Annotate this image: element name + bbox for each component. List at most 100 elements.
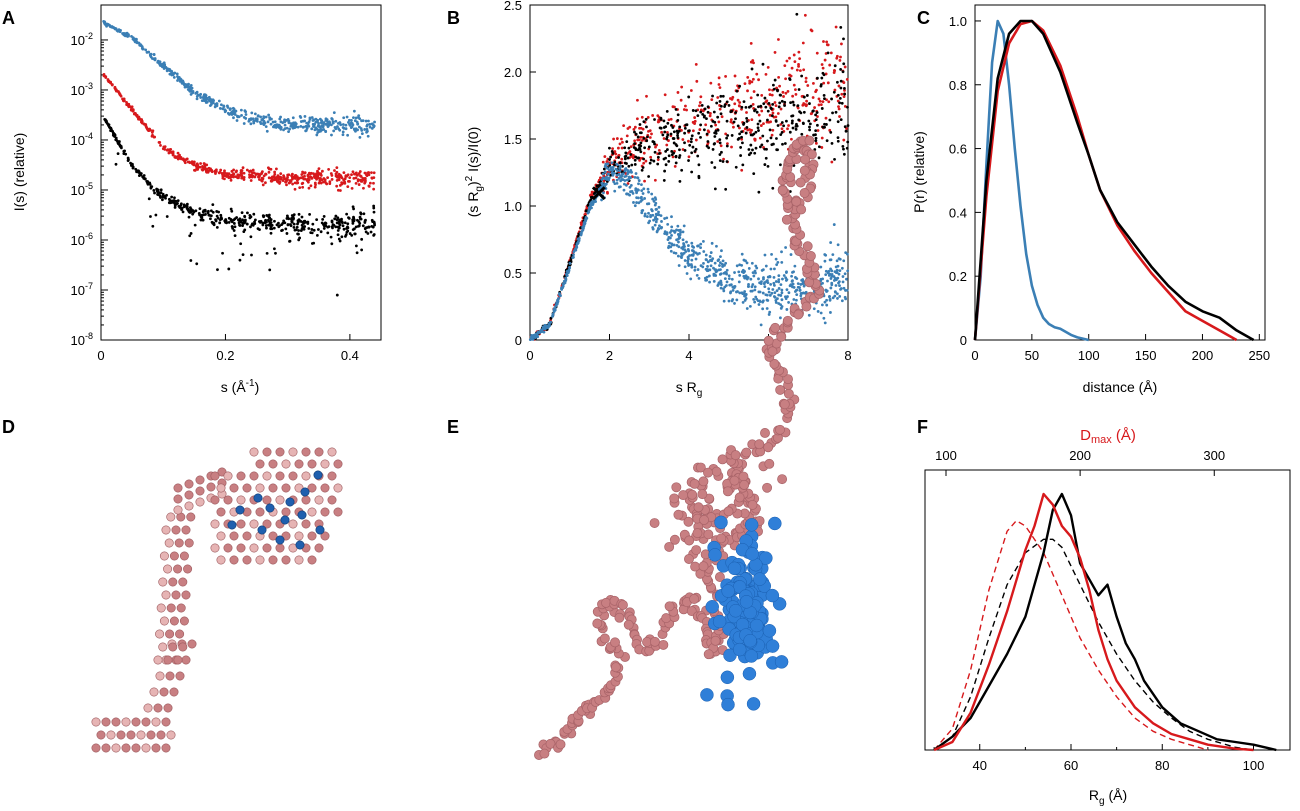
data-point-red — [822, 81, 826, 85]
data-point-blue — [194, 91, 198, 95]
data-point-red — [837, 84, 841, 88]
data-point-red — [821, 66, 825, 70]
data-point-black — [584, 209, 588, 213]
data-point-red — [140, 119, 144, 123]
data-point-red — [842, 95, 846, 99]
data-point-black — [778, 93, 782, 97]
data-point-blue — [690, 241, 694, 245]
data-point-red — [362, 186, 365, 190]
folded-domain-surface — [739, 595, 754, 609]
data-point-blue — [746, 285, 750, 288]
data-point-red — [319, 177, 322, 180]
chain-bead — [649, 518, 660, 528]
data-point-blue — [195, 97, 199, 101]
data-point-red — [826, 81, 830, 85]
data-point-black — [257, 220, 261, 223]
data-point-black — [713, 187, 717, 191]
data-point-blue — [821, 277, 824, 281]
data-point-black — [701, 112, 705, 116]
data-point-red — [620, 157, 624, 161]
data-point-red — [830, 160, 834, 164]
data-point-black — [341, 224, 345, 228]
data-point-blue — [686, 261, 690, 265]
data-point-red — [738, 126, 741, 130]
data-point-black — [694, 109, 698, 113]
data-point-black — [669, 132, 673, 136]
data-point-black — [300, 227, 304, 230]
data-point-blue — [237, 115, 241, 119]
bead — [268, 483, 278, 493]
data-point-black — [315, 233, 319, 237]
data-point-black — [151, 224, 155, 228]
data-point-black — [642, 136, 646, 140]
data-point-black — [639, 141, 643, 145]
data-point-red — [337, 172, 341, 176]
data-point-blue — [823, 253, 827, 256]
data-point-black — [345, 230, 349, 234]
bead — [106, 730, 116, 740]
data-point-blue — [182, 81, 186, 85]
data-point-black — [843, 86, 846, 90]
data-point-red — [323, 178, 327, 182]
bead — [262, 495, 272, 505]
data-point-black — [153, 191, 156, 195]
data-point-black — [182, 205, 186, 209]
data-point-black — [830, 97, 833, 101]
data-point-black — [630, 163, 634, 167]
data-point-blue — [324, 117, 328, 121]
data-point-blue — [166, 67, 170, 71]
data-point-red — [315, 172, 319, 176]
data-point-blue — [667, 246, 670, 250]
data-point-red — [153, 135, 157, 139]
chain-bead — [806, 149, 817, 160]
data-point-black — [195, 262, 199, 266]
data-point-blue — [185, 84, 189, 87]
data-point-black — [212, 221, 216, 225]
data-point-black — [292, 213, 296, 217]
data-point-blue — [590, 203, 594, 206]
data-point-black — [297, 229, 300, 232]
bead — [320, 507, 330, 517]
data-point-red — [824, 72, 828, 76]
data-point-blue — [202, 99, 206, 103]
data-point-black — [249, 225, 252, 229]
data-point-red — [368, 181, 372, 185]
data-point-blue — [791, 270, 794, 274]
data-point-black — [794, 127, 798, 131]
data-point-blue — [250, 111, 254, 115]
data-point-red — [724, 74, 727, 78]
data-point-blue — [754, 295, 758, 299]
chain-bead — [623, 619, 634, 630]
data-point-red — [338, 189, 342, 192]
data-point-red — [784, 91, 788, 95]
bead — [155, 671, 165, 681]
data-point-black — [364, 230, 368, 234]
data-point-black — [674, 155, 678, 159]
data-point-blue — [827, 295, 831, 299]
data-point-blue — [665, 231, 669, 235]
x-tick-label: 150 — [1135, 348, 1157, 363]
data-point-black — [663, 130, 667, 134]
data-point-black — [808, 102, 811, 105]
folded-domain-surface — [759, 551, 773, 565]
data-point-blue — [635, 190, 639, 194]
data-point-black — [706, 105, 710, 109]
data-point-black — [623, 146, 627, 150]
data-point-red — [271, 176, 274, 180]
data-point-blue — [702, 261, 705, 265]
data-point-blue — [611, 173, 615, 177]
data-point-blue — [179, 77, 182, 81]
data-point-blue — [735, 264, 739, 268]
data-point-red — [367, 185, 371, 188]
bead — [156, 603, 166, 613]
data-point-black — [185, 202, 189, 206]
data-point-black — [721, 94, 725, 98]
data-point-blue — [784, 297, 788, 300]
data-point-red — [361, 178, 365, 181]
data-point-black — [609, 173, 613, 177]
data-point-blue — [615, 181, 619, 185]
data-point-red — [758, 136, 762, 140]
data-point-black — [833, 157, 836, 161]
data-point-black — [676, 134, 679, 137]
data-point-black — [761, 62, 765, 66]
